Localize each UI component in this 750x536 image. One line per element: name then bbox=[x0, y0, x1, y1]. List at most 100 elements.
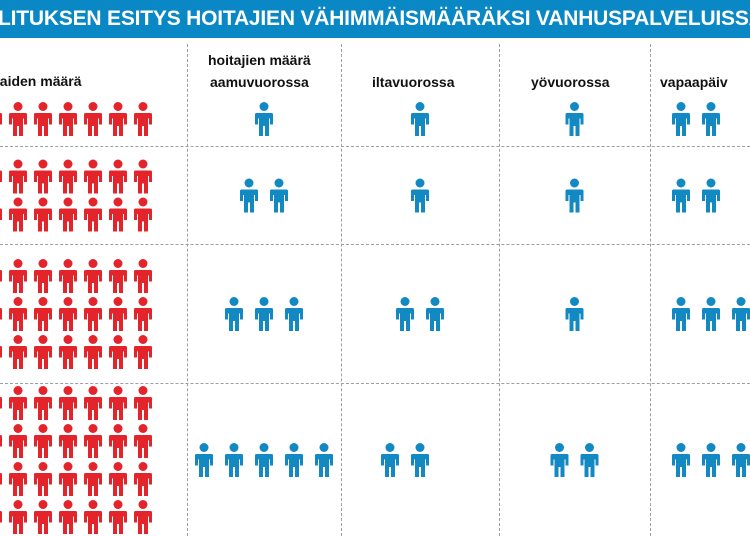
resident-icon bbox=[59, 462, 77, 496]
resident-icon bbox=[109, 102, 127, 136]
row-divider bbox=[0, 244, 750, 245]
column-divider bbox=[499, 44, 500, 536]
nurse-icon bbox=[702, 443, 720, 477]
resident-icon bbox=[109, 335, 127, 369]
nurse-icon bbox=[411, 178, 429, 213]
nurse-icon bbox=[702, 102, 720, 136]
resident-icon bbox=[84, 386, 102, 420]
column-header-night: yövuorossa bbox=[531, 74, 610, 90]
resident-icon bbox=[9, 159, 27, 194]
resident-icon bbox=[109, 462, 127, 496]
resident-icon bbox=[59, 500, 77, 534]
nurse-icon bbox=[565, 297, 584, 331]
row-divider bbox=[0, 146, 750, 147]
resident-icon bbox=[9, 500, 27, 534]
resident-icon bbox=[134, 159, 152, 194]
resident-icon bbox=[84, 297, 102, 331]
resident-icon bbox=[34, 335, 52, 369]
nurse-icon bbox=[672, 102, 690, 136]
resident-icon bbox=[0, 102, 2, 136]
resident-icon bbox=[9, 102, 27, 136]
resident-icon bbox=[0, 297, 2, 331]
resident-icon bbox=[9, 259, 27, 293]
nurse-icon bbox=[411, 102, 429, 136]
resident-icon bbox=[134, 297, 152, 331]
nurse-icon bbox=[225, 443, 243, 477]
resident-icon bbox=[109, 159, 127, 194]
resident-icon bbox=[59, 424, 77, 458]
nurse-icon bbox=[732, 297, 750, 331]
nurse-icon bbox=[255, 443, 273, 477]
nurse-icon bbox=[565, 178, 584, 213]
resident-icon bbox=[59, 102, 77, 136]
nurse-icon bbox=[255, 297, 273, 331]
resident-icon bbox=[9, 386, 27, 420]
resident-icon bbox=[109, 424, 127, 458]
resident-icon bbox=[84, 197, 102, 232]
resident-icon bbox=[34, 102, 52, 136]
nurse-icon bbox=[580, 443, 599, 477]
title-text: LITUKSEN ESITYS HOITAJIEN VÄHIMMÄISMÄÄRÄ… bbox=[0, 7, 750, 30]
nurse-icon bbox=[426, 297, 444, 331]
column-divider bbox=[187, 44, 188, 536]
column-divider bbox=[341, 44, 342, 536]
nurse-icon bbox=[381, 443, 399, 477]
nurse-icon bbox=[550, 443, 569, 477]
row-divider bbox=[0, 383, 750, 384]
resident-icon bbox=[59, 259, 77, 293]
resident-icon bbox=[9, 297, 27, 331]
nurse-icon bbox=[240, 178, 258, 213]
resident-icon bbox=[34, 462, 52, 496]
resident-icon bbox=[134, 424, 152, 458]
resident-icon bbox=[9, 462, 27, 496]
resident-icon bbox=[134, 335, 152, 369]
nurse-icon bbox=[411, 443, 429, 477]
resident-icon bbox=[34, 500, 52, 534]
resident-icon bbox=[9, 335, 27, 369]
resident-icon bbox=[134, 462, 152, 496]
resident-icon bbox=[59, 386, 77, 420]
nurse-icon bbox=[732, 443, 750, 477]
nurse-icon bbox=[315, 443, 333, 477]
column-divider bbox=[650, 44, 651, 536]
resident-icon bbox=[84, 259, 102, 293]
nurse-icon bbox=[672, 443, 690, 477]
resident-icon bbox=[134, 102, 152, 136]
nurse-icon bbox=[285, 297, 303, 331]
resident-icon bbox=[59, 159, 77, 194]
resident-icon bbox=[109, 386, 127, 420]
resident-icon bbox=[34, 197, 52, 232]
nurse-icon bbox=[702, 297, 720, 331]
resident-icon bbox=[9, 424, 27, 458]
column-header-days-off: vapaapäiv bbox=[660, 74, 728, 90]
resident-icon bbox=[34, 424, 52, 458]
resident-icon bbox=[34, 259, 52, 293]
nurse-icon bbox=[672, 297, 690, 331]
resident-icon bbox=[0, 462, 2, 496]
resident-icon bbox=[84, 335, 102, 369]
resident-icon bbox=[109, 259, 127, 293]
resident-icon bbox=[134, 500, 152, 534]
nurse-icon bbox=[195, 443, 213, 477]
nurse-icon bbox=[255, 102, 273, 136]
nurse-icon bbox=[270, 178, 288, 213]
resident-icon bbox=[0, 159, 2, 194]
resident-icon bbox=[134, 197, 152, 232]
nurse-count-heading: hoitajien määrä bbox=[208, 52, 311, 68]
resident-icon bbox=[84, 500, 102, 534]
resident-icon bbox=[109, 297, 127, 331]
resident-icon bbox=[84, 102, 102, 136]
resident-icon bbox=[34, 159, 52, 194]
column-header-morning: aamuvuorossa bbox=[210, 74, 309, 90]
resident-icon bbox=[84, 462, 102, 496]
resident-icon bbox=[59, 197, 77, 232]
resident-icon bbox=[0, 386, 2, 420]
resident-icon bbox=[0, 197, 2, 232]
resident-icon bbox=[0, 424, 2, 458]
resident-icon bbox=[0, 259, 2, 293]
resident-icon bbox=[59, 297, 77, 331]
nurse-icon bbox=[702, 178, 720, 213]
nurse-icon bbox=[565, 102, 584, 136]
resident-icon bbox=[0, 335, 2, 369]
